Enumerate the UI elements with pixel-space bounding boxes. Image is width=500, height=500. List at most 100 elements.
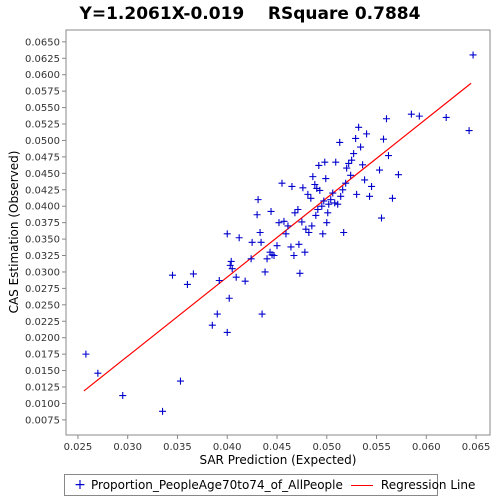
x-tick-label: 0.050 [312, 442, 341, 453]
data-point [267, 207, 275, 215]
x-tick-label: 0.045 [263, 442, 292, 453]
data-point [324, 209, 332, 217]
data-point [353, 190, 361, 198]
data-point [359, 161, 367, 169]
data-point [350, 150, 358, 158]
regression-line-layer [83, 82, 472, 392]
data-point [302, 225, 310, 233]
y-tick-label: 0.0150 [25, 366, 60, 377]
data-point [247, 255, 255, 263]
x-tick-label: 0.035 [163, 442, 192, 453]
data-point [469, 51, 477, 59]
data-point [258, 310, 266, 318]
data-point [368, 182, 376, 190]
data-point [347, 171, 355, 179]
data-point [256, 229, 264, 236]
data-point [307, 194, 315, 202]
x-tick-label: 0.060 [412, 442, 441, 453]
data-point [290, 252, 298, 260]
y-axis: 0.0075 0.0100 0.0125 0.0150 0.0175 0.0200 0.02… [25, 37, 66, 426]
data-point [327, 196, 335, 204]
data-point [273, 242, 281, 250]
y-tick-label: 0.0450 [25, 169, 60, 180]
data-point [415, 112, 423, 120]
data-point [311, 181, 319, 189]
legend-label-regression: Regression Line [380, 478, 476, 492]
data-point [287, 243, 295, 251]
data-point [388, 194, 396, 202]
data-point [318, 202, 326, 210]
data-point [299, 184, 307, 192]
data-point [223, 328, 231, 336]
y-tick-label: 0.0325 [25, 251, 60, 262]
data-point [254, 196, 262, 204]
data-point [215, 276, 223, 284]
y-tick-label: 0.0600 [25, 70, 60, 81]
red-line-icon [350, 484, 373, 486]
data-points-layer [82, 51, 477, 415]
data-point [257, 238, 265, 246]
data-point [321, 158, 329, 166]
data-point [241, 277, 249, 285]
data-point [227, 257, 235, 265]
data-point [345, 159, 353, 167]
data-point [183, 280, 191, 288]
y-tick-label: 0.0650 [25, 37, 60, 48]
x-axis: 0.025 0.030 0.035 0.040 0.045 0.050 0.055 0.060… [64, 435, 490, 453]
legend-item-series: + Proportion_PeopleAge70to74_of_AllPeopl… [73, 478, 343, 492]
y-tick-label: 0.0425 [25, 185, 60, 196]
data-point [294, 205, 302, 213]
data-point [331, 199, 339, 207]
y-tick-label: 0.0300 [25, 267, 60, 278]
data-point [159, 407, 167, 415]
x-tick-label: 0.025 [64, 442, 93, 453]
data-point [235, 234, 243, 242]
data-point [280, 217, 288, 225]
data-point [322, 175, 330, 183]
data-point [223, 230, 231, 238]
y-tick-label: 0.0550 [25, 103, 60, 114]
data-point [442, 113, 450, 121]
data-point [320, 197, 328, 205]
data-point [305, 229, 313, 236]
plot-area [65, 29, 491, 436]
plus-marker-icon: + [74, 477, 86, 493]
data-point [312, 211, 320, 219]
data-point [119, 392, 127, 400]
data-point [339, 186, 347, 194]
data-point [94, 369, 102, 377]
data-point [340, 229, 348, 236]
data-point [378, 214, 386, 222]
data-point [304, 190, 312, 198]
data-point [343, 164, 351, 172]
y-tick-label: 0.0225 [25, 317, 60, 328]
data-point [407, 110, 415, 118]
y-tick-label: 0.0500 [25, 136, 60, 147]
data-point [168, 271, 176, 279]
legend: + Proportion_PeopleAge70to74_of_AllPeopl… [64, 474, 475, 496]
y-tick-label: 0.0100 [25, 399, 60, 410]
legend-item-regression: Regression Line [350, 478, 476, 492]
y-tick-label: 0.0175 [25, 350, 60, 361]
data-point [316, 186, 324, 194]
y-tick-label: 0.0400 [25, 202, 60, 213]
data-point [323, 219, 331, 227]
x-tick-label: 0.055 [362, 442, 391, 453]
data-point [342, 179, 350, 187]
data-point [248, 238, 256, 246]
data-point [296, 269, 304, 277]
y-tick-label: 0.0625 [25, 54, 60, 65]
data-point [336, 138, 344, 146]
data-point [332, 158, 340, 166]
data-point [465, 127, 473, 135]
data-point [228, 265, 236, 273]
data-point [366, 192, 374, 200]
data-point [278, 179, 286, 187]
y-tick-label: 0.0250 [25, 300, 60, 311]
data-point [232, 273, 240, 281]
data-point [189, 270, 197, 278]
data-point [376, 166, 384, 174]
x-tick-label: 0.040 [213, 442, 242, 453]
y-axis-label: CAS Estimation (Observed) [7, 151, 21, 314]
